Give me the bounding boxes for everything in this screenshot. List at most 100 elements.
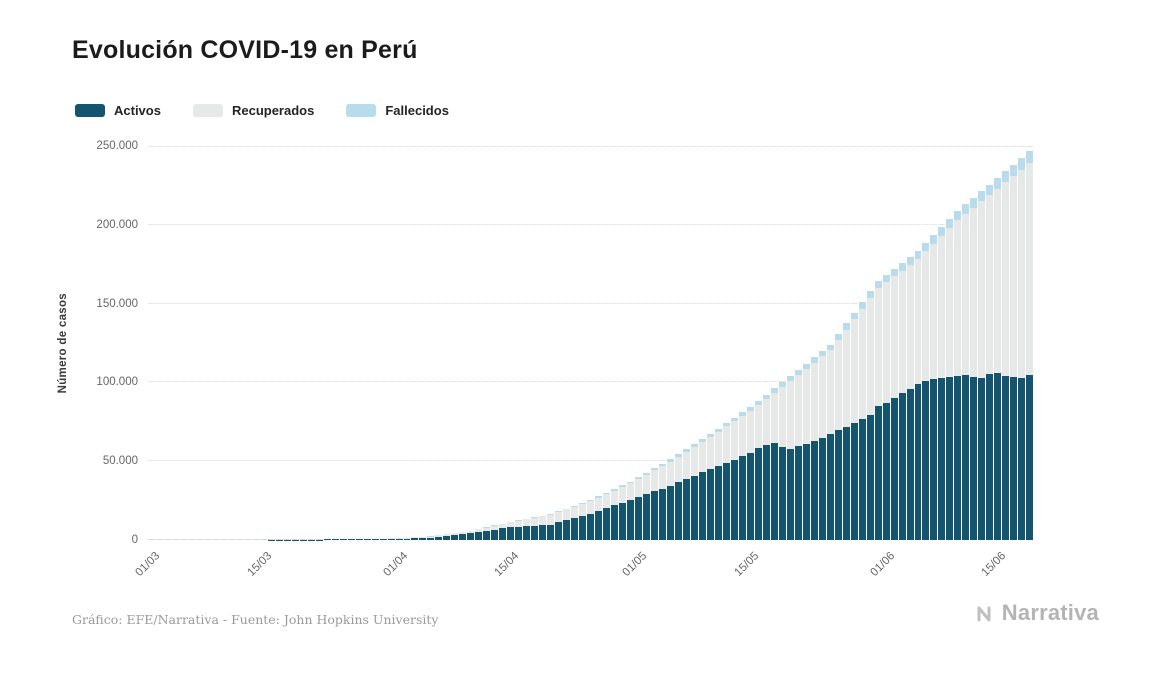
y-tick-label: 250.000: [96, 140, 138, 152]
bar-segment-activos: [866, 414, 874, 540]
bar: [547, 146, 556, 540]
bar-segment-fallecidos: [1010, 164, 1018, 176]
bar-segment-fallecidos: [659, 463, 666, 466]
bar: [690, 146, 699, 540]
bar: [922, 146, 931, 540]
bar-segment-recuperados: [379, 538, 387, 540]
bar-segment-fallecidos: [666, 459, 674, 462]
bar-segment-fallecidos: [531, 517, 539, 518]
bar-segment-activos: [754, 447, 762, 540]
bar: [267, 146, 276, 540]
bar-segment-fallecidos: [802, 363, 810, 369]
bar-segment-activos: [890, 398, 898, 540]
bar-segment-activos: [587, 513, 595, 540]
bar: [411, 146, 420, 540]
bar-segment-recuperados: [427, 536, 435, 539]
bar: [419, 146, 428, 540]
bar-segment-fallecidos: [682, 449, 690, 452]
bar: [674, 146, 683, 540]
bar: [299, 146, 308, 540]
bar-segment-fallecidos: [595, 496, 603, 498]
bar-segment-activos: [515, 526, 523, 540]
activos-swatch: [75, 104, 105, 117]
bar-segment-recuperados: [387, 538, 395, 539]
bar: [834, 146, 843, 540]
legend-label-fallecidos: Fallecidos: [385, 103, 449, 118]
bar-segment-recuperados: [994, 188, 1002, 373]
bar: [978, 146, 987, 540]
bar-segment-activos: [531, 525, 539, 540]
bar-segment-activos: [810, 440, 818, 540]
bar: [842, 146, 851, 540]
bar-segment-activos: [994, 372, 1002, 540]
bar-segment-activos: [419, 538, 427, 540]
legend-label-activos: Activos: [114, 103, 161, 118]
bar: [714, 146, 723, 540]
bar-segment-activos: [539, 525, 547, 540]
bar-segment-fallecidos: [1002, 171, 1010, 183]
x-tick-label: 15/05: [732, 550, 762, 579]
bar-segment-activos: [347, 539, 355, 540]
bar-segment-activos: [315, 539, 323, 540]
bar: [355, 146, 364, 540]
legend-item-recuperados[interactable]: Recuperados: [192, 103, 314, 118]
bar-segment-recuperados: [475, 529, 483, 533]
bar-segment-fallecidos: [762, 394, 770, 399]
bar-segment-recuperados: [619, 486, 627, 503]
bar-segment-recuperados: [499, 524, 507, 529]
bar-segment-recuperados: [451, 533, 459, 536]
bar-segment-recuperados: [722, 426, 730, 463]
bar-segment-activos: [627, 499, 635, 540]
bar-segment-fallecidos: [539, 515, 547, 517]
x-tick-label: 01/03: [133, 550, 163, 579]
bar: [427, 146, 436, 540]
bar: [1018, 146, 1027, 540]
bar-segment-fallecidos: [978, 191, 986, 202]
bar-segment-fallecidos: [882, 274, 890, 283]
bar-segment-fallecidos: [946, 219, 954, 229]
bar-segment-recuperados: [946, 228, 954, 377]
bar-segment-activos: [970, 376, 978, 540]
source-credit: Gráfico: EFE/Narrativa - Fuente: John Ho…: [72, 612, 439, 627]
bar: [826, 146, 835, 540]
bar-segment-activos: [579, 516, 587, 540]
bar: [459, 146, 468, 540]
bar-segment-activos: [659, 488, 666, 540]
bar-segment-recuperados: [866, 298, 874, 415]
bar-segment-recuperados: [802, 368, 810, 444]
bar-segment-activos: [387, 539, 395, 540]
bar-segment-activos: [690, 475, 698, 540]
bar-segment-recuperados: [635, 479, 643, 498]
bar: [243, 146, 252, 540]
bar-segment-fallecidos: [930, 235, 938, 244]
bar-segment-fallecidos: [523, 518, 531, 520]
bar-segment-activos: [643, 494, 651, 540]
bar-segment-activos: [882, 402, 890, 540]
bar-segment-fallecidos: [778, 382, 786, 387]
bar: [212, 146, 220, 540]
bar: [204, 146, 212, 540]
bar-segment-fallecidos: [794, 369, 802, 375]
chart-legend: Activos Recuperados Fallecidos: [75, 103, 449, 118]
legend-item-fallecidos[interactable]: Fallecidos: [346, 103, 449, 118]
bar: [291, 146, 300, 540]
bar: [483, 146, 492, 540]
bar-segment-activos: [730, 459, 738, 540]
bar-segment-fallecidos: [858, 302, 866, 309]
bar: [914, 146, 923, 540]
bar-segment-recuperados: [850, 319, 858, 423]
bar-segment-fallecidos: [555, 511, 563, 513]
bar-segment-activos: [459, 534, 467, 540]
legend-item-activos[interactable]: Activos: [75, 103, 161, 118]
bar-segment-recuperados: [842, 329, 850, 427]
bar: [659, 146, 667, 540]
bar-segment-recuperados: [579, 503, 587, 517]
bar-segment-fallecidos: [571, 505, 579, 507]
bar-segment-activos: [930, 379, 938, 540]
bar-segment-recuperados: [858, 308, 866, 419]
bar-segment-activos: [978, 378, 986, 540]
bar-segment-activos: [818, 437, 826, 540]
bar-segment-activos: [467, 533, 475, 540]
bar-segment-activos: [363, 539, 371, 540]
narrativa-logo-text: Narrativa: [1001, 600, 1099, 625]
